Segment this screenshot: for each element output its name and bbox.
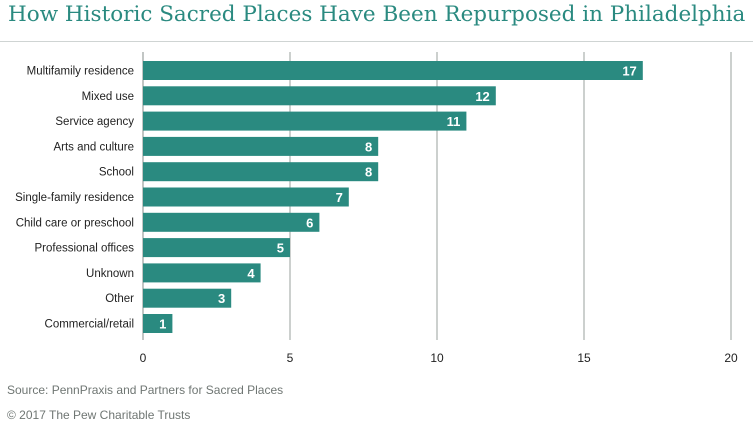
data-label: 12	[475, 89, 489, 104]
data-label: 4	[247, 266, 255, 281]
category-label: Service agency	[55, 116, 134, 128]
bar	[143, 314, 173, 333]
x-tick-label: 5	[287, 351, 294, 365]
category-label: Arts and culture	[53, 141, 134, 153]
data-label: 8	[365, 165, 372, 180]
data-label: 7	[336, 190, 343, 205]
data-label: 8	[365, 139, 372, 154]
bar	[143, 162, 379, 182]
x-tick-label: 10	[430, 351, 444, 365]
category-label: Unknown	[86, 268, 134, 280]
bar	[143, 263, 261, 283]
bar	[143, 212, 320, 232]
x-tick-label: 15	[577, 351, 591, 365]
category-label: Professional offices	[34, 243, 134, 255]
category-label: Mixed use	[82, 91, 134, 103]
data-label: 6	[306, 215, 313, 230]
source-note: Source: PennPraxis and Partners for Sacr…	[7, 383, 284, 397]
category-label: Other	[105, 293, 134, 305]
x-tick-label: 0	[140, 351, 147, 365]
bar	[143, 86, 496, 106]
x-tick-label: 20	[724, 351, 738, 365]
bar	[143, 238, 290, 258]
category-label: School	[99, 167, 134, 179]
data-label: 3	[218, 291, 225, 306]
data-label: 5	[277, 241, 284, 256]
category-label: Multifamily residence	[27, 66, 134, 78]
data-label: 11	[447, 114, 461, 129]
copyright-note: © 2017 The Pew Charitable Trusts	[7, 408, 191, 422]
bar	[143, 136, 379, 156]
bar	[143, 61, 643, 80]
data-label: 1	[159, 317, 166, 332]
category-label: Single-family residence	[15, 192, 134, 204]
chart-title: How Historic Sacred Places Have Been Rep…	[8, 2, 746, 27]
category-label: Child care or preschool	[16, 217, 134, 229]
title-divider	[0, 41, 753, 42]
bar	[143, 187, 349, 207]
bar	[143, 111, 467, 131]
data-label: 17	[622, 64, 636, 79]
category-label: Commercial/retail	[45, 319, 134, 331]
bar	[143, 288, 232, 308]
